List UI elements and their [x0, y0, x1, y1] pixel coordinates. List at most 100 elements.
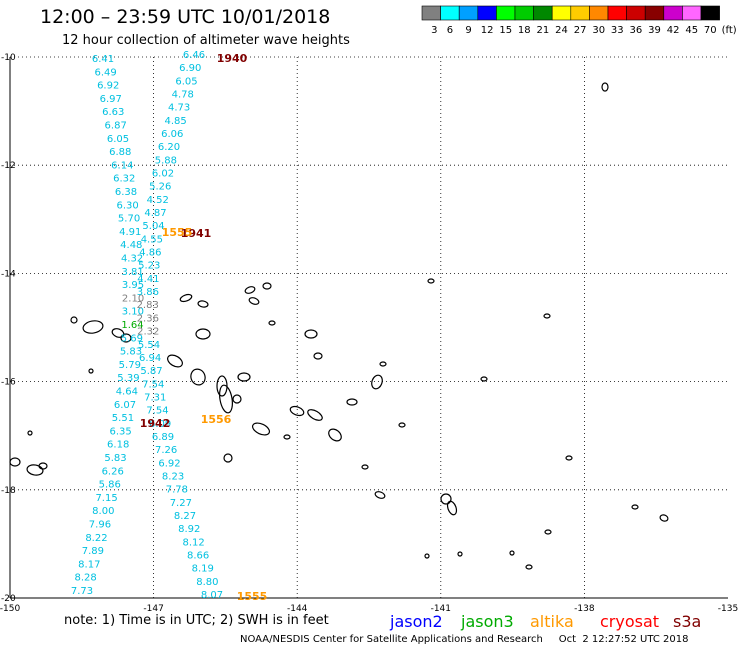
island-outline — [232, 394, 242, 404]
island-outline — [374, 491, 386, 499]
island-outline — [248, 297, 260, 305]
colorbar-tick-label: 9 — [465, 25, 471, 36]
track-a-swh-label: 3.81 — [122, 267, 144, 278]
track-a-swh-label: 7.96 — [89, 520, 111, 531]
track-a-swh-label: 6.30 — [117, 200, 139, 211]
track-b-swh-label: 7.54 — [146, 406, 168, 417]
island-outline — [427, 278, 435, 284]
lat-tick-label: -20 — [1, 594, 16, 604]
island-outline — [190, 368, 206, 386]
sat-s3a: s3a — [673, 612, 702, 631]
track-b-swh-label: 5.23 — [138, 261, 160, 272]
colorbar-tick-label: 6 — [447, 25, 453, 36]
track-a-swh-label: 6.14 — [111, 160, 133, 171]
track-b-swh-label: 8.66 — [187, 550, 209, 561]
track-a-swh-label: 2.10 — [122, 293, 144, 304]
track-a-swh-label: 8.17 — [78, 559, 100, 570]
track-b-swh-label: 8.27 — [174, 511, 196, 522]
island-outline — [70, 316, 78, 324]
track-b-swh-label: 6.92 — [158, 458, 180, 469]
track-b-swh-label: 7.26 — [155, 445, 177, 456]
colorbar-unit: (ft) — [722, 25, 737, 36]
track-b-swh-label: 7.31 — [144, 392, 166, 403]
island-outline — [283, 434, 291, 440]
lat-tick-label: -10 — [1, 53, 16, 63]
colorbar-tick-label: 21 — [537, 25, 550, 36]
track-b-swh-label: 6.90 — [179, 63, 201, 74]
island-outline — [509, 550, 515, 556]
track-a-swh-label: 4.32 — [121, 254, 143, 265]
track-a-swh-label: 8.00 — [92, 506, 114, 517]
track-a-swh-label: 6.87 — [105, 121, 127, 132]
island-outline — [565, 455, 573, 461]
track-a-swh-label: 6.92 — [97, 81, 119, 92]
track-b-swh-label: 5.88 — [155, 155, 177, 166]
colorbar-tick-label: 70 — [704, 25, 717, 36]
island-outline — [38, 462, 48, 470]
island-outline — [251, 422, 271, 436]
colorbar-tick-label: 36 — [630, 25, 643, 36]
track-b-swh-label: 4.55 — [141, 234, 163, 245]
track-a-swh-label: 8.28 — [75, 573, 97, 584]
map-subtitle: 12 hour collection of altimeter wave hei… — [62, 33, 350, 48]
legend-note: note: 1) Time is in UTC; 2) SWH is in fe… — [0, 612, 740, 632]
track-b-swh-label: 6.46 — [183, 50, 205, 61]
colorbar-tick-label: 24 — [555, 25, 568, 36]
lon-tick-label: -144 — [287, 604, 308, 614]
track-a-swh-label: 6.26 — [102, 466, 124, 477]
track-b-swh-label: 6.89 — [152, 432, 174, 443]
track-a-swh-label: 5.83 — [104, 453, 126, 464]
lat-tick-label: -16 — [1, 378, 16, 388]
track-a-swh-label: 6.07 — [114, 400, 136, 411]
track-b-swh-label: 3.86 — [137, 287, 159, 298]
track-b-swh-label: 6.20 — [158, 142, 180, 153]
island-outline — [480, 376, 488, 382]
track-a-swh-label: 6.41 — [92, 54, 114, 65]
colorbar-tick-label: 33 — [611, 25, 624, 36]
pass-time-label: 1556 — [201, 413, 232, 426]
sat-altika: altika — [530, 612, 574, 631]
track-b-swh-label: 4.87 — [144, 208, 166, 219]
track-a-swh-label: 6.88 — [109, 147, 131, 158]
track-b-swh-label: 4.86 — [139, 248, 161, 259]
island-outline — [179, 293, 193, 303]
colorbar-tick-label: 42 — [667, 25, 680, 36]
track-a-swh-label: 6.32 — [113, 174, 135, 185]
track-b-swh-label: 5.26 — [149, 182, 171, 193]
track-a-swh-label: 6.38 — [115, 187, 137, 198]
island-outline — [244, 286, 256, 294]
island-outline — [82, 320, 104, 334]
track-a-swh-label: 7.73 — [71, 586, 93, 597]
colorbar-tick-label: 45 — [685, 25, 698, 36]
island-outline — [237, 372, 251, 382]
track-a-swh-label: 3.10 — [122, 307, 144, 318]
island-outline — [398, 422, 406, 428]
island-outline — [440, 493, 452, 505]
island-outline — [631, 504, 639, 510]
wave-height-colorbar: 3 6 9 12 15 18 21 24 27 30 33 36 39 42 45 70 (ft) — [421, 5, 737, 36]
track-a-swh-label: 6.18 — [107, 440, 129, 451]
colorbar-tick-label: 15 — [499, 25, 512, 36]
track-a-swh-label: 6.63 — [102, 107, 124, 118]
track-a-swh-label: 6.49 — [94, 67, 116, 78]
island-outline — [195, 328, 211, 340]
lat-tick-label: -12 — [1, 161, 16, 171]
track-a-swh-label: 8.22 — [85, 533, 107, 544]
island-outline — [424, 553, 430, 559]
island-outline — [601, 82, 609, 92]
track-b-swh-label: 4.78 — [172, 90, 194, 101]
pass-time-label: 1942 — [140, 417, 171, 430]
colorbar-swatch — [700, 5, 720, 21]
track-b-swh-label: 7.27 — [170, 498, 192, 509]
island-outline — [361, 464, 369, 470]
track-a-swh-label: 1.64 — [121, 320, 143, 331]
track-a-swh-label: 5.69 — [121, 333, 143, 344]
island-outline — [543, 313, 551, 319]
island-outline — [304, 329, 318, 339]
track-b-swh-label: 5.54 — [138, 340, 160, 351]
track-b-swh-label: 7.54 — [142, 379, 164, 390]
lon-tick-label: -150 — [0, 604, 20, 614]
track-b-swh-label: 8.23 — [162, 471, 184, 482]
track-a-swh-label: 5.83 — [120, 347, 142, 358]
